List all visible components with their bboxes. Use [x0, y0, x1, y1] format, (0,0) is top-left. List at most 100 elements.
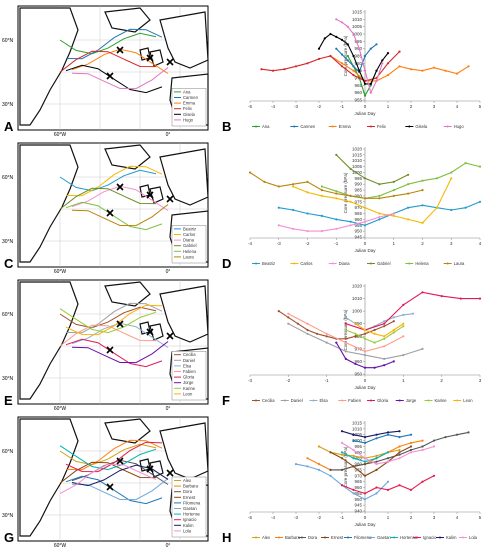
data-point-diana	[277, 224, 280, 227]
data-point-beatriz	[320, 214, 323, 217]
data-point-dora	[375, 460, 378, 463]
y-tick-label: 1015	[352, 152, 363, 157]
data-point-gaetan	[317, 468, 321, 471]
data-point-leon	[383, 335, 386, 338]
data-point-cecilia	[373, 328, 376, 332]
map-land	[104, 144, 151, 170]
legend-label: Ana	[262, 124, 270, 129]
map-marker-x	[146, 191, 154, 199]
data-point-gisela	[386, 52, 390, 55]
map-marker-x	[146, 465, 154, 473]
map-marker-x	[166, 195, 174, 203]
map-track-hugo	[71, 67, 169, 90]
map-track-felix	[59, 50, 157, 73]
legend-label: Hortense	[400, 535, 418, 540]
map-legend-label: Karine	[183, 386, 196, 391]
map-marker-x	[116, 46, 124, 54]
data-point-carlos	[378, 212, 381, 215]
data-point-hugo	[381, 62, 384, 65]
y-tick-label: 950	[354, 229, 362, 234]
map-land	[149, 323, 164, 341]
data-point-leon	[402, 322, 405, 325]
legend-swatch-marker	[370, 125, 372, 128]
map-legend-label: Ignacio	[183, 517, 197, 522]
legend-swatch-marker	[456, 399, 459, 402]
map-lat-label-top: 60°N	[2, 449, 14, 455]
legend-label: Beatriz	[262, 261, 275, 266]
legend-label: Carmen	[300, 124, 316, 129]
map-marker-x	[146, 328, 154, 336]
legend-swatch-marker	[301, 536, 303, 539]
data-point-gabriel	[407, 173, 410, 176]
data-point-hortense	[386, 451, 390, 454]
y-tick-label: 955	[354, 491, 362, 496]
legend-swatch-marker	[408, 125, 411, 128]
data-point-kalim	[352, 433, 355, 436]
map-legend-label: Barbara	[183, 484, 199, 489]
map-legend-label: Felix	[183, 106, 193, 111]
data-point-felix	[329, 54, 332, 58]
map-legend-label: Filomena	[183, 500, 201, 505]
data-point-helena	[378, 194, 381, 197]
legend-label: Lola	[469, 535, 478, 540]
map-lon-label-right: 0°	[166, 269, 171, 275]
data-point-gabriel	[349, 167, 352, 170]
data-point-barbara	[421, 439, 424, 442]
data-point-leon	[373, 332, 376, 335]
legend-swatch-marker	[446, 262, 449, 265]
map-legend-label: Diana	[183, 238, 195, 243]
data-point-cecilia	[383, 325, 386, 328]
data-point-felix	[386, 62, 390, 65]
data-point-felix	[260, 68, 263, 71]
data-point-jorge	[335, 341, 338, 344]
legend-label: Gaetan	[377, 535, 391, 540]
data-point-gisela	[317, 47, 321, 50]
x-tick-label: -2	[317, 104, 321, 109]
series-line-kalim	[341, 430, 400, 438]
data-point-diana	[335, 227, 338, 230]
data-point-emma	[386, 74, 390, 77]
y-tick-label: 950	[354, 372, 362, 377]
legend-swatch-marker	[255, 125, 257, 128]
map-legend-label: Carlos	[183, 232, 195, 237]
x-tick-label: -2	[317, 515, 321, 520]
legend-swatch-marker	[370, 399, 372, 402]
series-line-gloria	[345, 291, 480, 331]
x-tick-label: -3	[294, 515, 298, 520]
legend-swatch-marker	[416, 536, 418, 539]
data-point-laura	[407, 192, 410, 195]
data-point-diana	[392, 212, 395, 215]
series-line-ernest	[330, 446, 412, 477]
data-point-daniel	[325, 341, 328, 344]
data-point-helena	[407, 183, 410, 186]
data-point-beatriz	[363, 224, 367, 227]
data-point-dora	[467, 431, 470, 434]
data-point-carmen	[340, 53, 344, 56]
data-point-diana	[349, 224, 352, 227]
data-point-barbara	[306, 457, 309, 460]
data-point-gabriel	[392, 180, 395, 183]
chart-b: -5-4-3-2-1012345955960965970975980985990…	[222, 10, 482, 135]
data-point-beatriz	[378, 218, 381, 221]
data-point-emma	[444, 69, 447, 72]
data-point-ignacio	[432, 474, 436, 477]
map-land	[159, 11, 209, 69]
y-tick-label: 1005	[352, 164, 363, 169]
y-tick-label: 960	[354, 217, 362, 222]
data-point-helena	[320, 185, 323, 188]
data-point-alex	[317, 445, 321, 448]
legend-swatch-marker	[293, 262, 296, 265]
x-tick-label: 4	[479, 241, 482, 246]
chart-panel-label: D	[222, 256, 231, 271]
data-point-gloria	[344, 322, 347, 325]
data-point-daniel	[402, 354, 405, 357]
legend-swatch-marker	[393, 536, 395, 539]
y-tick-label: 1020	[352, 147, 363, 152]
map-legend-box	[171, 476, 207, 538]
data-point-gabriel	[363, 177, 367, 180]
data-point-gisela	[340, 38, 344, 42]
data-point-leon	[354, 322, 357, 325]
map-track-ernest	[59, 461, 157, 484]
data-point-jorge	[373, 366, 376, 369]
data-point-gisela	[329, 32, 332, 36]
